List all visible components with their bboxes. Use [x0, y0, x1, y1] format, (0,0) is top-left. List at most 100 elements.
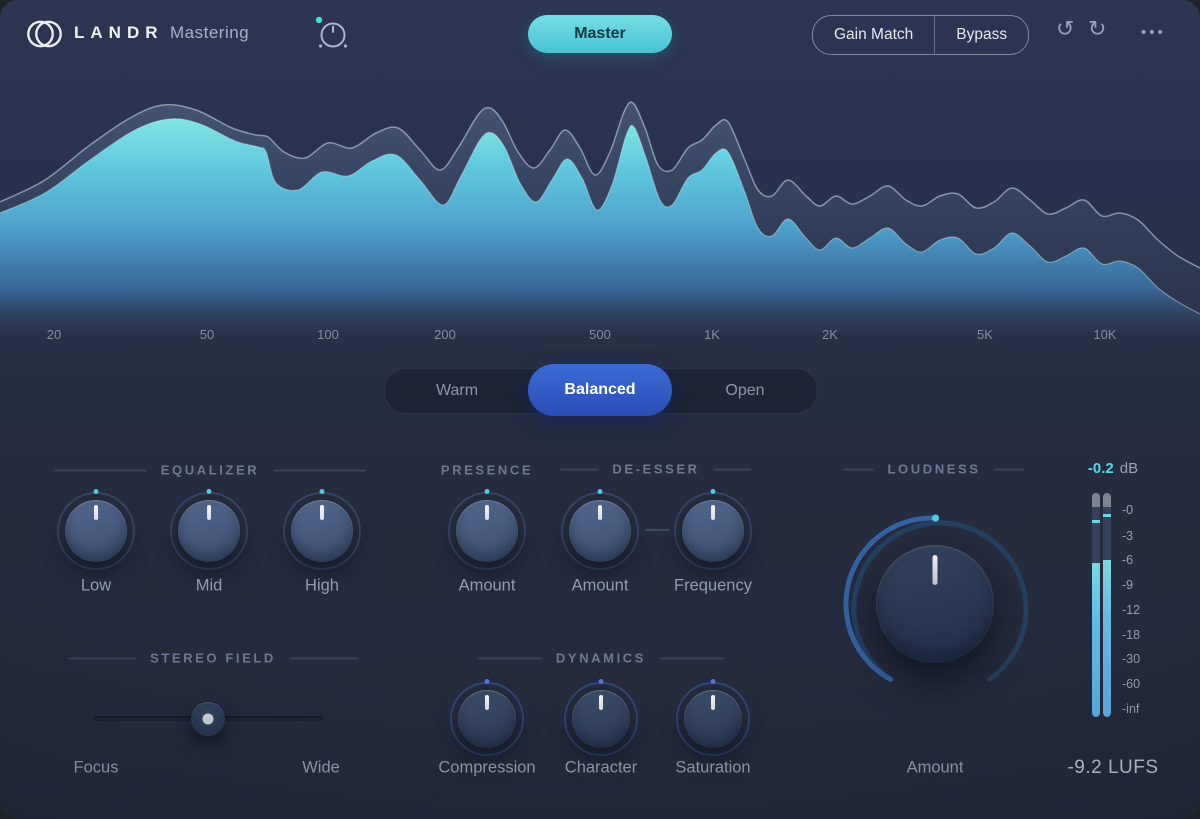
- knob-ring: [450, 679, 524, 756]
- redo-icon[interactable]: ↻: [1088, 16, 1107, 41]
- knob-deesser-frequency-control[interactable]: [682, 500, 744, 562]
- knob-eq-high-control[interactable]: [291, 500, 353, 562]
- label-saturation: Saturation: [675, 758, 751, 777]
- knob-presence-amount: [427, 489, 547, 584]
- gain-match-button[interactable]: Gain Match: [834, 26, 914, 43]
- meter-level-fill: [1103, 560, 1111, 717]
- label-presence-amount: Amount: [458, 576, 516, 595]
- knob-value-dot: [484, 679, 490, 684]
- knob-value-dot: [93, 489, 99, 494]
- section-header-deesser: DE-ESSER: [560, 462, 752, 477]
- more-menu-icon[interactable]: •••: [1141, 24, 1166, 41]
- knob-pointer: [711, 695, 715, 710]
- meter-headroom-cap: [1103, 493, 1111, 507]
- label-wide: Wide: [302, 758, 340, 777]
- meter-scale-30: -30: [1122, 652, 1141, 666]
- label-eq-high: High: [305, 576, 339, 595]
- knob-pointer: [598, 505, 602, 520]
- meter-scale-inf: -inf: [1122, 702, 1140, 716]
- stereo-field-slider-thumb[interactable]: [191, 702, 225, 736]
- knob-pointer: [94, 505, 98, 520]
- landr-logo-icon: [27, 20, 62, 48]
- knob-ring: [448, 489, 526, 570]
- meter-scale-9: -9: [1122, 578, 1134, 592]
- deesser-link-line: [645, 529, 669, 531]
- meter-headroom-cap: [1092, 493, 1100, 507]
- label-focus: Focus: [73, 758, 119, 777]
- button-group-divider: [934, 16, 936, 54]
- meter-scale-0: -0: [1122, 503, 1134, 517]
- knob-character-control[interactable]: [572, 690, 630, 748]
- freq-label-500: 500: [589, 327, 611, 342]
- knob-compression: [427, 679, 547, 772]
- label-deesser-amount: Amount: [571, 576, 629, 595]
- knob-presence-amount-control[interactable]: [456, 500, 518, 562]
- spectrum-display: [0, 101, 1200, 332]
- freq-label-200: 200: [434, 327, 456, 342]
- knob-value-dot: [206, 489, 212, 494]
- knob-eq-high: [262, 489, 382, 584]
- label-compression: Compression: [438, 758, 536, 777]
- knob-value-dot: [598, 679, 604, 684]
- undo-icon[interactable]: ↺: [1056, 16, 1075, 41]
- knob-saturation-control[interactable]: [684, 690, 742, 748]
- label-loudness-amount: Amount: [906, 758, 964, 777]
- lufs-readout: -9.2 LUFS: [1067, 757, 1159, 778]
- master-button[interactable]: Master: [528, 15, 672, 53]
- knob-ring: [674, 489, 752, 570]
- knob-eq-low: [36, 489, 156, 584]
- knob-pointer: [599, 695, 603, 710]
- slider-thumb-dot: [202, 713, 214, 725]
- knob-value-dot: [597, 489, 603, 494]
- knob-character: [541, 679, 661, 772]
- knob-pointer: [485, 695, 489, 710]
- bypass-button[interactable]: Bypass: [956, 26, 1008, 43]
- knob-pointer: [711, 505, 715, 520]
- knob-pointer: [320, 505, 324, 520]
- knob-ring: [170, 489, 248, 570]
- loudness-knob: [835, 504, 1035, 704]
- knob-pointer: [207, 505, 211, 520]
- spectrum-processed-area: [0, 118, 1200, 332]
- loudness-amount-control[interactable]: [876, 545, 994, 663]
- knob-eq-low-control[interactable]: [65, 500, 127, 562]
- knob-eq-mid: [149, 489, 269, 584]
- meter-bar-right: [1103, 493, 1111, 717]
- knob-value-dot: [319, 489, 325, 494]
- knob-ring: [676, 679, 750, 756]
- loudness-arc: [843, 514, 1029, 682]
- meter-scale-60: -60: [1122, 677, 1141, 691]
- meter-peak-hold: [1103, 514, 1111, 517]
- label-deesser-frequency: Frequency: [674, 576, 752, 595]
- section-header-equalizer: EQUALIZER: [54, 463, 366, 478]
- knob-compression-control[interactable]: [458, 690, 516, 748]
- preset-knob-icon[interactable]: [311, 12, 355, 56]
- label-eq-mid: Mid: [195, 576, 223, 595]
- style-option-warm[interactable]: Warm: [435, 382, 479, 399]
- meter-scale-18: -18: [1122, 628, 1141, 642]
- knob-saturation: [653, 679, 773, 772]
- spectrum-reference-outline: [0, 101, 1200, 269]
- knob-pointer: [485, 505, 489, 520]
- peak-db-value: -0.2: [1087, 460, 1114, 477]
- brand-name: LANDR: [74, 23, 164, 42]
- section-header-presence: PRESENCE: [440, 462, 534, 478]
- label-character: Character: [564, 758, 638, 777]
- freq-label-5k: 5K: [977, 327, 993, 342]
- meter-peak-hold: [1092, 520, 1100, 523]
- freq-label-10k: 10K: [1093, 327, 1117, 342]
- style-option-open[interactable]: Open: [725, 382, 765, 399]
- product-name: Mastering: [170, 23, 250, 42]
- knob-eq-mid-control[interactable]: [178, 500, 240, 562]
- gain-bypass-group: Gain Match Bypass: [812, 15, 1030, 55]
- knob-deesser-amount-control[interactable]: [569, 500, 631, 562]
- knob-value-dot: [710, 489, 716, 494]
- meter-scale-6: -6: [1122, 553, 1134, 567]
- knob-deesser-amount: [540, 489, 660, 584]
- meter-level-fill: [1092, 563, 1100, 717]
- style-option-balanced-selected[interactable]: Balanced: [528, 364, 672, 416]
- freq-label-2k: 2K: [822, 327, 838, 342]
- knob-ring: [564, 679, 638, 756]
